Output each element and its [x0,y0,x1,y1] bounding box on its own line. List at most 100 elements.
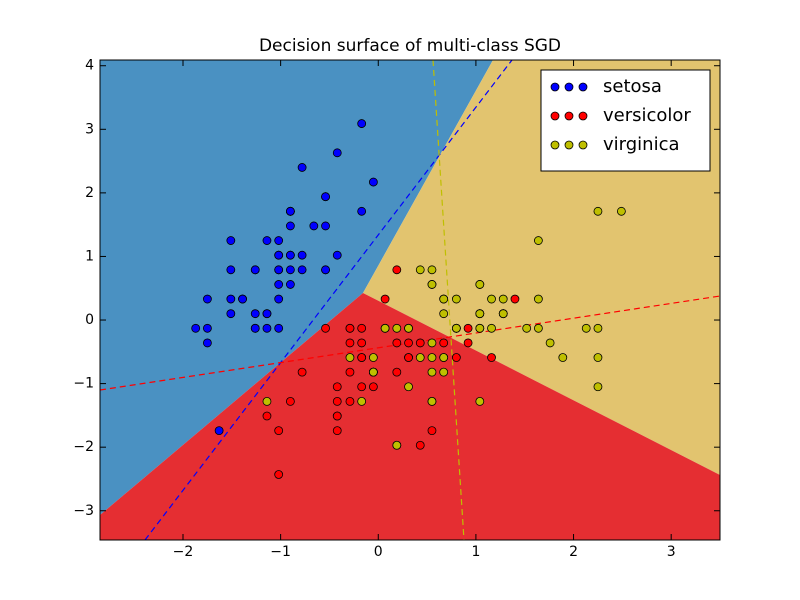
point [297,250,307,260]
point [487,323,496,333]
point [498,294,508,304]
point [332,411,342,421]
point [321,323,330,333]
x-tick-label: 0 [374,544,383,560]
point [357,323,367,333]
point [274,470,284,479]
point [274,294,284,304]
point [262,309,272,319]
point [274,250,284,260]
point [368,177,378,187]
legend-label: setosa [603,76,662,97]
point [545,338,555,348]
point [250,323,260,333]
point [392,338,402,348]
point [463,338,473,348]
point [285,221,295,231]
plot-frame [99,59,721,541]
point [357,397,367,406]
point [274,323,284,333]
point [262,323,272,333]
point [357,119,367,128]
point [533,323,543,333]
point [533,236,543,245]
point [262,397,272,406]
point [392,440,402,450]
axes: −2 −1 0 1 2 3 −3 −2 −1 0 1 2 3 4 [73,58,720,560]
legend-marker [564,140,574,150]
point [285,250,295,260]
legend-marker [564,82,574,92]
point [203,323,212,333]
point [593,323,603,333]
point [250,309,260,319]
point [451,353,461,362]
point [262,411,272,421]
x-tick-label: 1 [471,544,480,560]
point [345,397,355,406]
legend-marker [578,82,588,92]
point [439,367,449,377]
point [332,382,342,392]
point [297,265,307,275]
point [309,221,319,231]
point [380,323,390,333]
point [191,323,201,333]
point [439,338,449,348]
point [498,309,508,319]
point [357,206,367,216]
legend-marker [550,82,560,92]
setosa-region [100,60,493,515]
point [345,353,355,362]
point [238,294,247,304]
point [357,353,367,362]
legend-marker [578,111,588,121]
x-tick-label: −2 [173,544,194,560]
versicolor-region [100,293,720,540]
point [226,294,236,304]
point [274,426,284,436]
legend-label: versicolor [603,105,691,126]
point [475,280,485,289]
point [297,163,307,172]
point [475,397,485,406]
point [321,221,330,231]
point [226,265,236,275]
point [404,382,413,392]
y-tick-label: 4 [85,58,94,74]
legend-marker [550,140,560,150]
point [427,426,437,436]
point [357,338,367,348]
point [274,236,284,245]
point [404,338,413,348]
chart-title: Decision surface of multi-class SGD [259,36,561,56]
point [439,294,449,304]
legend-marker [564,111,574,121]
y-tick-label: 0 [85,312,94,328]
virginica-hyperplane [432,59,465,541]
point [404,353,413,362]
point [274,265,284,275]
point [392,323,402,333]
point [380,294,390,304]
point [368,367,378,377]
point [368,382,378,392]
point [357,382,367,392]
setosa-hyperplane [144,59,513,541]
point [332,250,342,260]
point [392,367,402,377]
point [558,353,568,362]
point [427,367,437,377]
point [427,338,437,348]
legend: setosa versicolor virginica [540,69,711,172]
point [345,338,355,348]
point [593,206,603,216]
legend-label: virginica [603,134,680,155]
point [285,265,295,275]
point [427,265,437,275]
x-tick-label: −1 [270,544,291,560]
point [415,265,425,275]
point [274,280,284,289]
y-tick-label: −2 [73,439,94,455]
